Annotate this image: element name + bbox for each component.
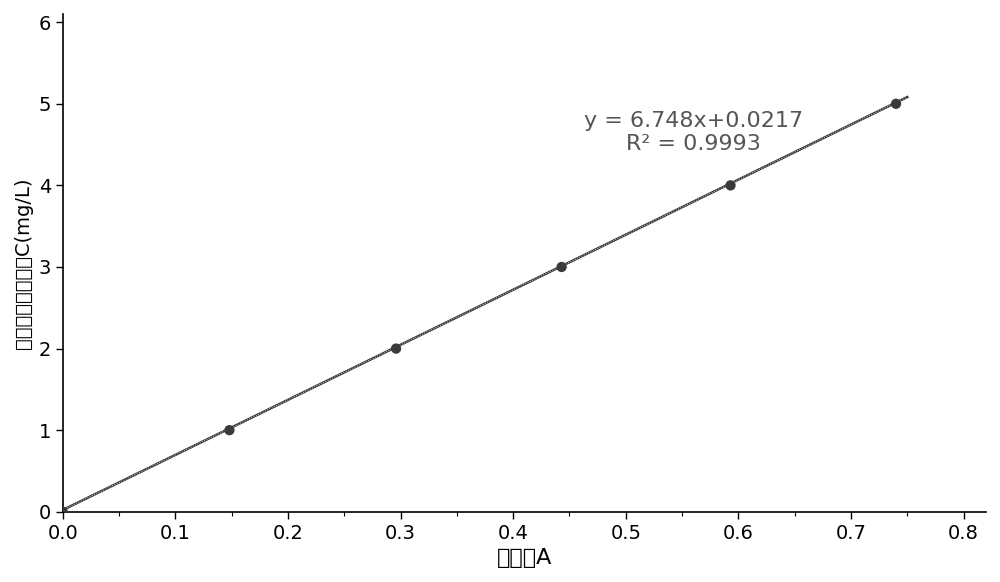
Point xyxy=(888,99,904,108)
Point xyxy=(554,262,570,272)
Text: y = 6.748x+0.0217
R² = 0.9993: y = 6.748x+0.0217 R² = 0.9993 xyxy=(584,111,803,154)
Point xyxy=(722,181,738,190)
Point xyxy=(221,425,237,435)
Point xyxy=(55,507,71,516)
X-axis label: 吸光度A: 吸光度A xyxy=(497,548,552,568)
Y-axis label: 孔雀石綠溶液浓度C(mg/L): 孔雀石綠溶液浓度C(mg/L) xyxy=(14,177,33,349)
Point xyxy=(388,344,404,353)
